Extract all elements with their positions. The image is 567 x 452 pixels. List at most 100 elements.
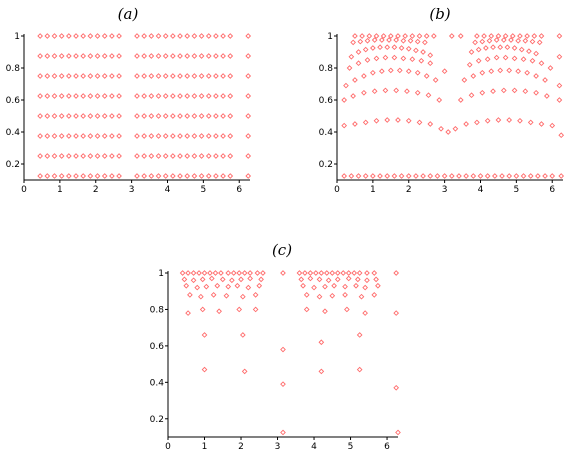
data-point-b-109 [493,54,500,61]
data-point-c-91 [356,332,363,338]
data-point-a-47 [191,153,198,159]
data-point-b-52 [558,132,565,139]
data-point-b-56 [371,88,378,95]
x-tick-label-c-6: 6 [384,442,390,452]
data-point-c-17 [302,270,308,276]
data-point-a-189 [37,33,43,39]
data-point-b-63 [457,97,464,103]
data-point-a-56 [51,133,58,139]
data-point-b-22 [499,173,505,179]
data-point-c-54 [234,282,241,289]
y-tick-label-b-3: 0.8 [319,64,334,74]
y-tick-label-c-1: 0.4 [150,378,165,388]
data-point-c-68 [223,292,230,299]
data-point-b-177 [495,33,502,39]
data-point-a-192 [58,33,65,39]
data-point-b-147 [407,37,414,44]
data-point-b-64 [468,92,475,99]
data-point-b-158 [529,38,536,45]
data-point-a-59 [73,133,79,139]
data-point-b-83 [432,77,439,83]
data-point-a-170 [94,53,101,59]
data-point-b-66 [490,88,496,95]
data-point-c-40 [298,276,305,283]
data-point-c-49 [183,282,190,289]
data-point-c-43 [325,277,332,284]
data-point-a-4 [66,173,72,179]
data-point-b-106 [466,61,473,68]
data-point-b-142 [371,37,378,43]
data-point-b-172 [448,33,455,39]
data-point-b-72 [556,97,563,103]
data-point-b-31 [341,122,348,129]
data-point-c-71 [303,292,310,298]
data-point-a-8 [94,173,101,179]
data-point-a-78 [220,133,226,139]
chart-panel-a: 0 1 2 3 4 5 6 0.2 0.4 0.6 0.8 1 [6,32,252,195]
data-point-c-16 [296,270,303,276]
data-point-b-4 [370,173,376,179]
data-point-c-61 [342,283,348,290]
data-point-a-60 [80,133,87,139]
data-point-b-115 [547,65,554,71]
data-point-a-55 [44,133,51,139]
data-point-b-130 [483,45,489,51]
data-point-a-71 [170,133,176,139]
data-point-a-46 [184,153,191,159]
data-point-b-178 [502,33,509,39]
data-point-b-91 [524,69,530,76]
data-point-c-46 [355,276,361,283]
data-point-c-37 [238,276,244,283]
data-point-a-116 [94,93,101,99]
data-point-b-93 [542,77,548,83]
x-tick-label-a-4: 4 [165,185,171,195]
data-point-b-131 [490,44,496,51]
data-point-b-15 [448,173,455,179]
data-point-c-48 [373,276,379,283]
data-point-a-23 [213,173,219,179]
data-point-b-1 [348,173,355,179]
data-point-b-71 [544,93,550,99]
data-point-b-29 [549,173,556,179]
data-point-a-103 [205,113,212,119]
data-point-a-138 [58,73,65,79]
data-point-b-0 [341,173,348,179]
data-point-a-72 [177,133,183,139]
data-point-b-36 [395,117,401,123]
data-point-b-144 [386,37,392,43]
data-point-b-34 [373,117,380,124]
data-point-c-76 [371,292,378,298]
y-tick-label-b-1: 0.4 [319,128,334,138]
data-point-c-12 [247,270,253,276]
data-point-c-36 [229,277,235,284]
data-point-b-86 [479,69,486,76]
data-point-a-57 [58,133,65,139]
x-tick-label-b-1: 1 [370,185,376,195]
data-point-b-134 [511,45,518,51]
data-point-b-5 [377,173,383,179]
data-point-b-168 [409,33,416,39]
data-point-b-88 [497,67,504,74]
data-point-b-23 [506,173,513,179]
data-point-c-24 [340,270,347,276]
data-point-c-9 [230,270,237,276]
data-point-a-20 [191,173,198,179]
data-point-a-175 [141,53,148,59]
data-point-b-43 [463,121,469,127]
data-point-a-166 [66,53,72,59]
data-point-a-16 [162,173,169,179]
panel-label-c: (c) [272,241,292,259]
data-point-a-151 [162,73,169,79]
x-tick-label-a-0: 0 [21,185,27,195]
data-point-b-135 [518,46,525,53]
data-point-b-27 [535,173,541,179]
x-tick-label-b-5: 5 [513,185,519,195]
data-point-a-94 [141,113,148,119]
data-point-b-79 [396,67,403,74]
data-point-a-65 [116,133,122,139]
data-point-c-44 [334,276,341,283]
data-point-c-34 [208,275,215,282]
data-point-b-107 [475,57,482,64]
data-point-a-171 [101,53,108,59]
data-point-a-101 [191,113,198,119]
